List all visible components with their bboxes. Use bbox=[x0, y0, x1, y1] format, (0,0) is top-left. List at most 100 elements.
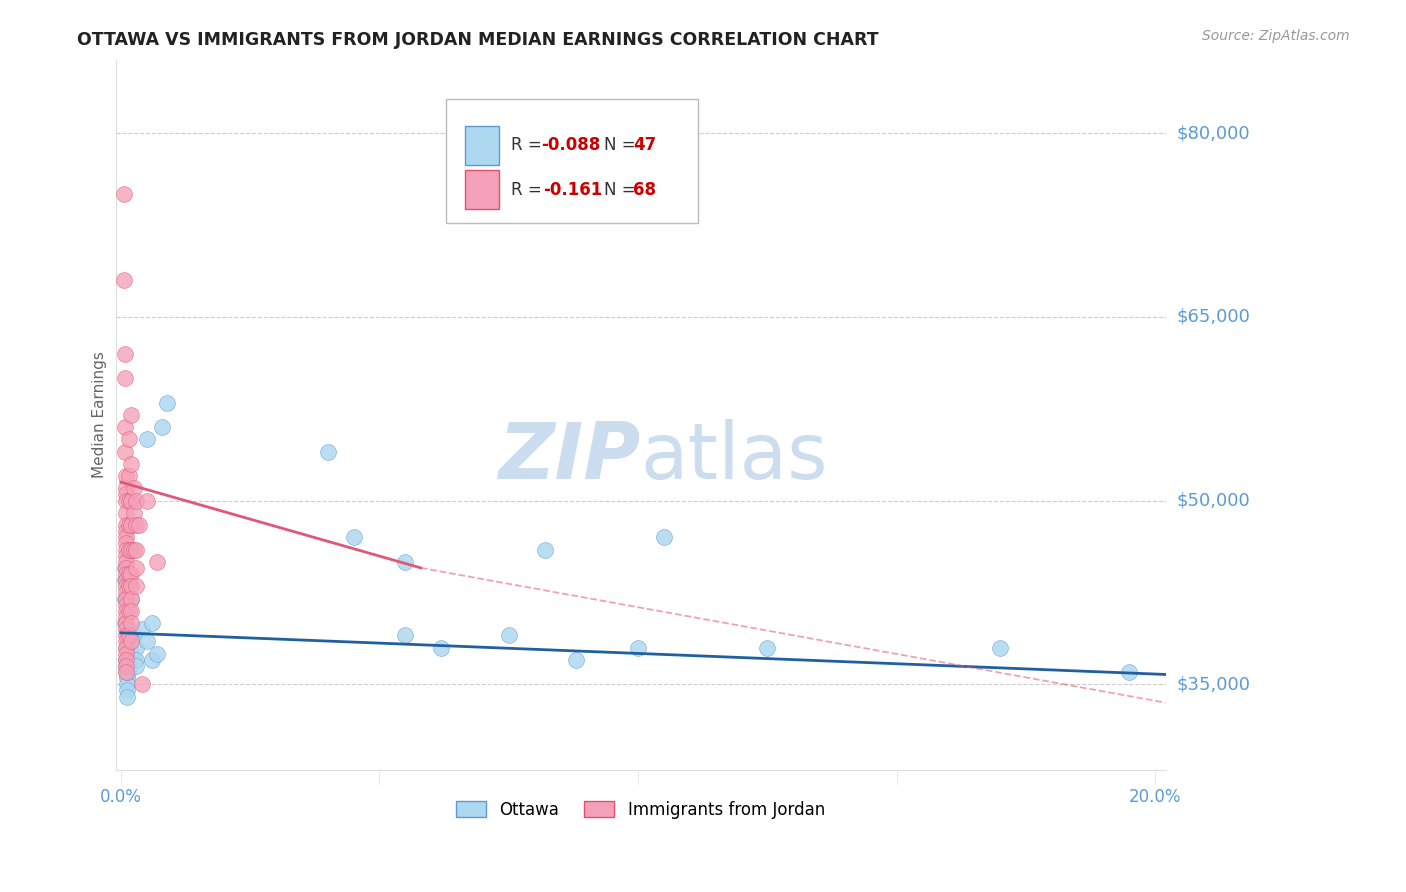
Point bbox=[117, 432, 139, 446]
Point bbox=[115, 671, 138, 685]
Point bbox=[115, 615, 138, 630]
Point bbox=[115, 634, 138, 648]
Point bbox=[342, 530, 364, 544]
Point bbox=[122, 542, 145, 557]
Point bbox=[112, 273, 135, 287]
Point bbox=[135, 432, 157, 446]
Point bbox=[627, 640, 650, 655]
Point bbox=[115, 647, 138, 661]
Point bbox=[115, 567, 138, 582]
Point bbox=[135, 634, 157, 648]
Point bbox=[115, 677, 138, 691]
Point bbox=[115, 604, 138, 618]
Point bbox=[141, 653, 163, 667]
Point bbox=[118, 640, 141, 655]
Point bbox=[146, 555, 169, 569]
Point bbox=[115, 506, 138, 520]
Point bbox=[115, 518, 138, 533]
Point bbox=[125, 518, 148, 533]
Point bbox=[394, 555, 416, 569]
Point bbox=[115, 579, 138, 593]
Text: $35,000: $35,000 bbox=[1175, 675, 1250, 693]
Point bbox=[114, 615, 136, 630]
Point bbox=[118, 579, 141, 593]
Point bbox=[115, 640, 138, 655]
Point bbox=[115, 690, 138, 704]
Point bbox=[122, 653, 145, 667]
Point bbox=[112, 187, 135, 202]
FancyBboxPatch shape bbox=[465, 126, 499, 165]
Point bbox=[125, 653, 148, 667]
Text: R =: R = bbox=[512, 181, 553, 199]
Point bbox=[120, 518, 142, 533]
Point bbox=[125, 640, 148, 655]
Text: OTTAWA VS IMMIGRANTS FROM JORDAN MEDIAN EARNINGS CORRELATION CHART: OTTAWA VS IMMIGRANTS FROM JORDAN MEDIAN … bbox=[77, 31, 879, 49]
Point bbox=[115, 573, 138, 587]
Point bbox=[125, 561, 148, 575]
Point bbox=[117, 567, 139, 582]
Point bbox=[120, 647, 142, 661]
Point bbox=[115, 585, 138, 599]
Point bbox=[115, 628, 138, 642]
Point bbox=[117, 542, 139, 557]
Point bbox=[115, 542, 138, 557]
Text: Source: ZipAtlas.com: Source: ZipAtlas.com bbox=[1202, 29, 1350, 43]
Point bbox=[115, 469, 138, 483]
Point bbox=[115, 549, 138, 563]
Point bbox=[125, 579, 148, 593]
Point bbox=[114, 444, 136, 458]
Point bbox=[120, 408, 142, 422]
Point bbox=[114, 346, 136, 360]
Point bbox=[120, 579, 142, 593]
Point bbox=[117, 518, 139, 533]
Point bbox=[120, 567, 142, 582]
FancyBboxPatch shape bbox=[446, 99, 699, 223]
Point bbox=[115, 659, 138, 673]
Point bbox=[141, 615, 163, 630]
Point bbox=[115, 640, 138, 655]
Point bbox=[115, 683, 138, 698]
Point bbox=[120, 634, 142, 648]
Point bbox=[117, 493, 139, 508]
Point bbox=[1118, 665, 1140, 679]
Point bbox=[114, 561, 136, 575]
Point bbox=[652, 530, 675, 544]
Point bbox=[122, 628, 145, 642]
Point bbox=[756, 640, 779, 655]
Text: $65,000: $65,000 bbox=[1175, 308, 1250, 326]
Text: 0.0%: 0.0% bbox=[100, 789, 142, 806]
Point bbox=[115, 524, 138, 538]
Point bbox=[115, 653, 138, 667]
Point bbox=[120, 591, 142, 606]
Point bbox=[394, 628, 416, 642]
Text: N =: N = bbox=[603, 136, 641, 154]
Point bbox=[117, 653, 139, 667]
Point bbox=[115, 487, 138, 501]
Text: 20.0%: 20.0% bbox=[1129, 789, 1181, 806]
Point bbox=[120, 604, 142, 618]
Point bbox=[565, 653, 588, 667]
Point bbox=[115, 653, 138, 667]
Text: N =: N = bbox=[603, 181, 641, 199]
Point bbox=[117, 665, 139, 679]
Text: atlas: atlas bbox=[641, 419, 828, 495]
Point bbox=[117, 628, 139, 642]
Point bbox=[120, 542, 142, 557]
Point bbox=[146, 647, 169, 661]
Point bbox=[117, 469, 139, 483]
Point bbox=[135, 493, 157, 508]
Point bbox=[128, 518, 150, 533]
Point bbox=[131, 622, 153, 636]
Point bbox=[122, 481, 145, 495]
Point bbox=[125, 542, 148, 557]
Point bbox=[115, 622, 138, 636]
FancyBboxPatch shape bbox=[465, 170, 499, 210]
Text: -0.088: -0.088 bbox=[541, 136, 600, 154]
Point bbox=[114, 420, 136, 434]
Text: -0.161: -0.161 bbox=[543, 181, 602, 199]
Point bbox=[114, 573, 136, 587]
Point bbox=[117, 579, 139, 593]
Text: R =: R = bbox=[512, 136, 547, 154]
Point bbox=[120, 591, 142, 606]
Point bbox=[115, 598, 138, 612]
